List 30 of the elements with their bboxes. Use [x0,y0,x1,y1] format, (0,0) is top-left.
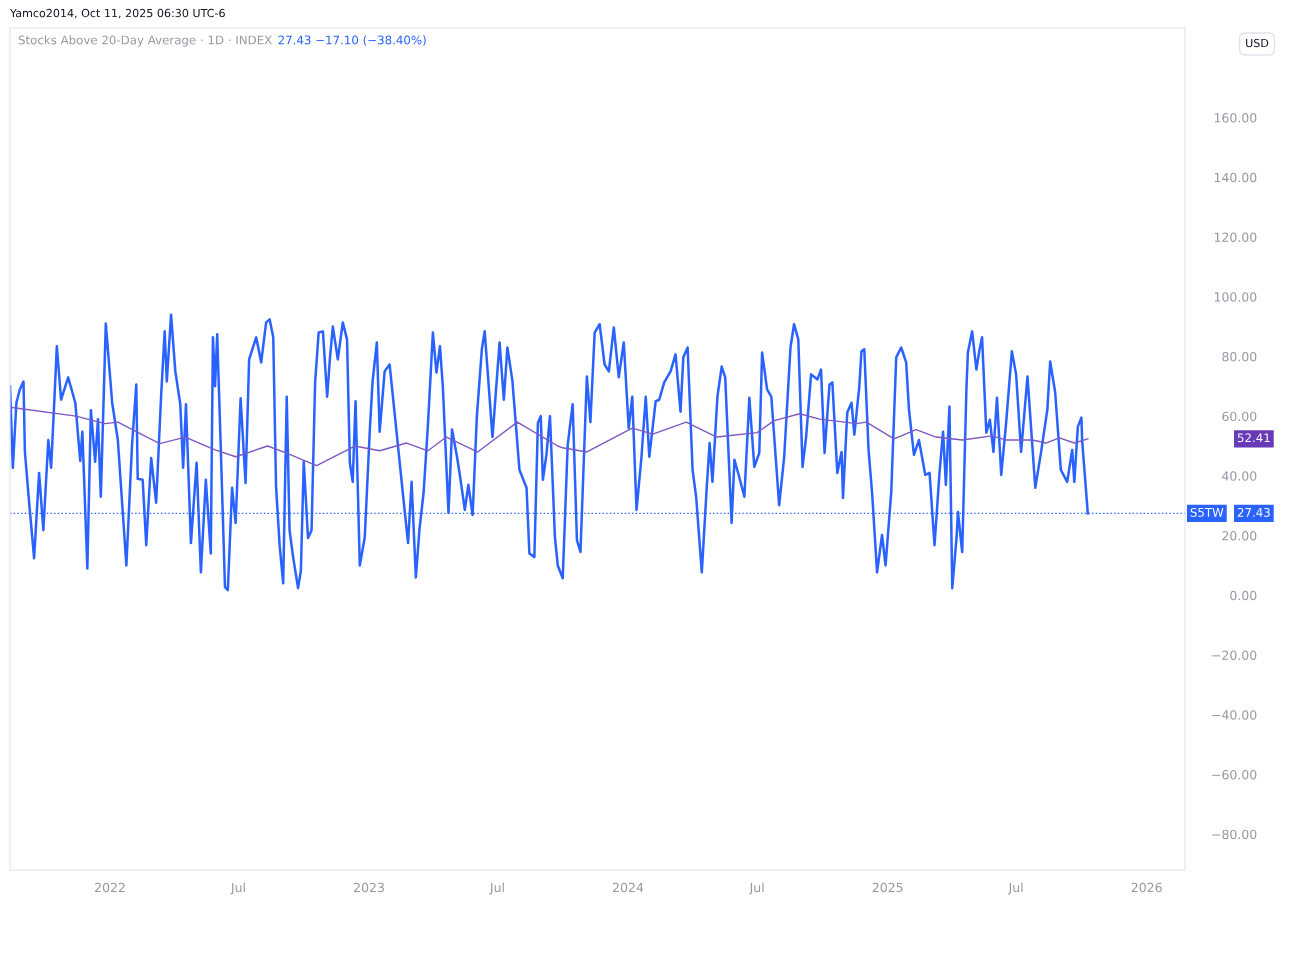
x-tick-label: 2025 [872,882,903,893]
y-tick-label: 120.00 [1214,232,1257,242]
x-tick-label: 2022 [95,882,125,893]
text: Yamco2014, Oct 11, 2025 06:30 UTC-6 [9,8,225,19]
x-tick-label: Jul [489,882,504,895]
y-tick-label: −40.00 [1212,710,1257,720]
text: 52.41 [1237,433,1270,443]
y-tick-label: −80.00 [1212,829,1257,840]
x-tick-label: Jul [1007,882,1023,895]
text: 27.43 [1237,507,1270,517]
x-tick-label: 2024 [613,882,644,893]
text: Stocks Above 20-Day Average · 1D · INDEX [18,35,272,47]
x-tick-label: 2026 [1131,882,1162,893]
y-tick-label: 0.00 [1230,590,1257,601]
text: USD [1246,38,1269,48]
y-tick-label: 20.00 [1222,531,1257,541]
line-series [10,406,1089,467]
y-tick-label: 160.00 [1214,113,1257,123]
y-tick-label: −20.00 [1212,650,1257,660]
x-tick-label: Jul [748,882,764,895]
y-tick-label: 60.00 [1222,411,1257,422]
x-tick-label: 2023 [354,882,384,893]
x-tick-label: Jul [230,882,245,895]
text: 27.43 −17.10 (−38.40%) [278,35,426,46]
y-tick-label: 80.00 [1222,351,1257,362]
y-tick-label: 40.00 [1222,471,1257,481]
ref-line-label: S5TW [1190,507,1224,517]
y-tick-label: 100.00 [1214,292,1257,302]
y-tick-label: −60.00 [1212,769,1257,780]
y-tick-label: 140.00 [1214,172,1257,183]
